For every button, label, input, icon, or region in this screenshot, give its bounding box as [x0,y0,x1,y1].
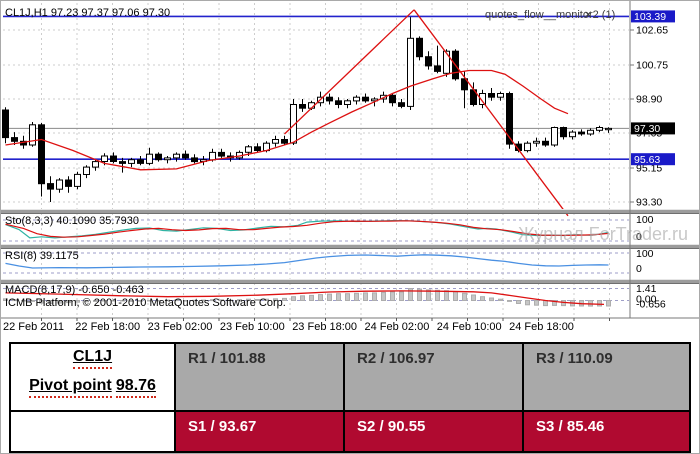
price-tag: 97.30 [631,122,675,135]
panel-separators [1,209,699,284]
svg-text:100: 100 [636,214,654,226]
svg-text:95.63: 95.63 [634,154,660,166]
macd-signal-line [5,290,605,306]
stochastic-panel [3,219,629,242]
pivot-symbol: CL1J [73,348,112,369]
pivot-point-value: 98.76 [116,377,156,398]
svg-text:0.00: 0.00 [636,294,657,306]
svg-text:102.65: 102.65 [636,25,668,37]
svg-text:Sto(8,3,3) 40.1090 35.7930: Sto(8,3,3) 40.1090 35.7930 [5,215,139,227]
svg-text:24 Feb 10:00: 24 Feb 10:00 [437,321,502,333]
trend-lines [284,9,569,217]
pivot-symbol-cell: CL1J Pivot point 98.76 [11,344,176,412]
panel-labels: CL1J,H1 97.23 97.37 97.06 97.30 Sto(8,3,3… [5,7,286,309]
svg-text:22 Feb 2011: 22 Feb 2011 [3,321,64,333]
overlay-close-icon[interactable]: ✕ [584,10,592,21]
svg-text:95.15: 95.15 [636,163,662,175]
macd-histogram [3,288,611,307]
support-s1-cell: S1 / 93.67 [176,412,345,451]
svg-text:quotes_flow__monitor2 (1): quotes_flow__monitor2 (1) [485,9,615,21]
svg-text:22 Feb 18:00: 22 Feb 18:00 [75,321,140,333]
svg-text:1.41: 1.41 [636,283,657,295]
price-chart-svg: 102.65100.7598.9097.0595.1593.30103.3997… [1,1,699,334]
svg-text:RSI(8) 39.1175: RSI(8) 39.1175 [5,250,79,262]
svg-text:98.90: 98.90 [636,94,662,106]
indicator-scales: 100 0 100 0 1.410.00-0.656 [636,214,666,311]
svg-text:23 Feb 02:00: 23 Feb 02:00 [148,321,213,333]
svg-text:MACD(8,17,9) -0.650 -0.463: MACD(8,17,9) -0.650 -0.463 [5,284,144,296]
overlay-title: quotes_flow__monitor2 (1) [485,9,615,21]
ma-line [5,69,569,171]
pivot-table: CL1J Pivot point 98.76 R1 / 101.88 R2 / … [9,342,691,453]
svg-text:100: 100 [636,248,654,260]
svg-text:23 Feb 18:00: 23 Feb 18:00 [292,321,357,333]
svg-text:24 Feb 18:00: 24 Feb 18:00 [509,321,574,333]
chart-area[interactable]: 102.65100.7598.9097.0595.1593.30103.3997… [1,1,699,334]
svg-text:100.75: 100.75 [636,60,668,72]
stochastic-k-line [5,219,609,239]
support-s3-cell: S3 / 85.46 [524,412,689,451]
price-scale: 102.65100.7598.9097.0595.1593.30103.3997… [630,10,675,209]
watermark: Журнал ForTrader.ru [518,224,688,244]
svg-text:CL1J,H1 97.23 97.37 97.06 97.3: CL1J,H1 97.23 97.37 97.06 97.30 [5,7,170,19]
price-tag: 103.39 [631,10,675,23]
resistance-r3-cell: R3 / 110.09 [524,344,689,412]
time-axis: 22 Feb 2011 22 Feb 18:00 23 Feb 02:00 23 Fe… [3,318,610,333]
stochastic-d-line [5,220,609,238]
grid-horizontal [3,29,629,203]
svg-text:103.39: 103.39 [634,11,666,23]
svg-text:-0.656: -0.656 [636,299,666,311]
svg-text:✕: ✕ [584,10,592,21]
svg-text:97.30: 97.30 [634,123,660,135]
rsi-line [5,254,609,269]
rsi-panel [3,252,629,274]
pivot-point-label: Pivot point [29,377,112,398]
resistance-r1-cell: R1 / 101.88 [176,344,345,412]
price-tag: 95.63 [631,153,675,166]
resistance-r2-cell: R2 / 106.97 [345,344,524,412]
macd-panel [3,288,629,307]
svg-text:0: 0 [636,231,642,243]
support-s2-cell: S2 / 90.55 [345,412,524,451]
svg-text:23 Feb 10:00: 23 Feb 10:00 [220,321,285,333]
svg-text:0: 0 [636,263,642,275]
svg-text:24 Feb 02:00: 24 Feb 02:00 [365,321,430,333]
svg-text:93.30: 93.30 [636,197,662,209]
svg-text:ICMB Platform, © 2001-2010 Met: ICMB Platform, © 2001-2010 MetaQuotes So… [5,297,286,309]
pivot-empty-cell [11,412,176,451]
